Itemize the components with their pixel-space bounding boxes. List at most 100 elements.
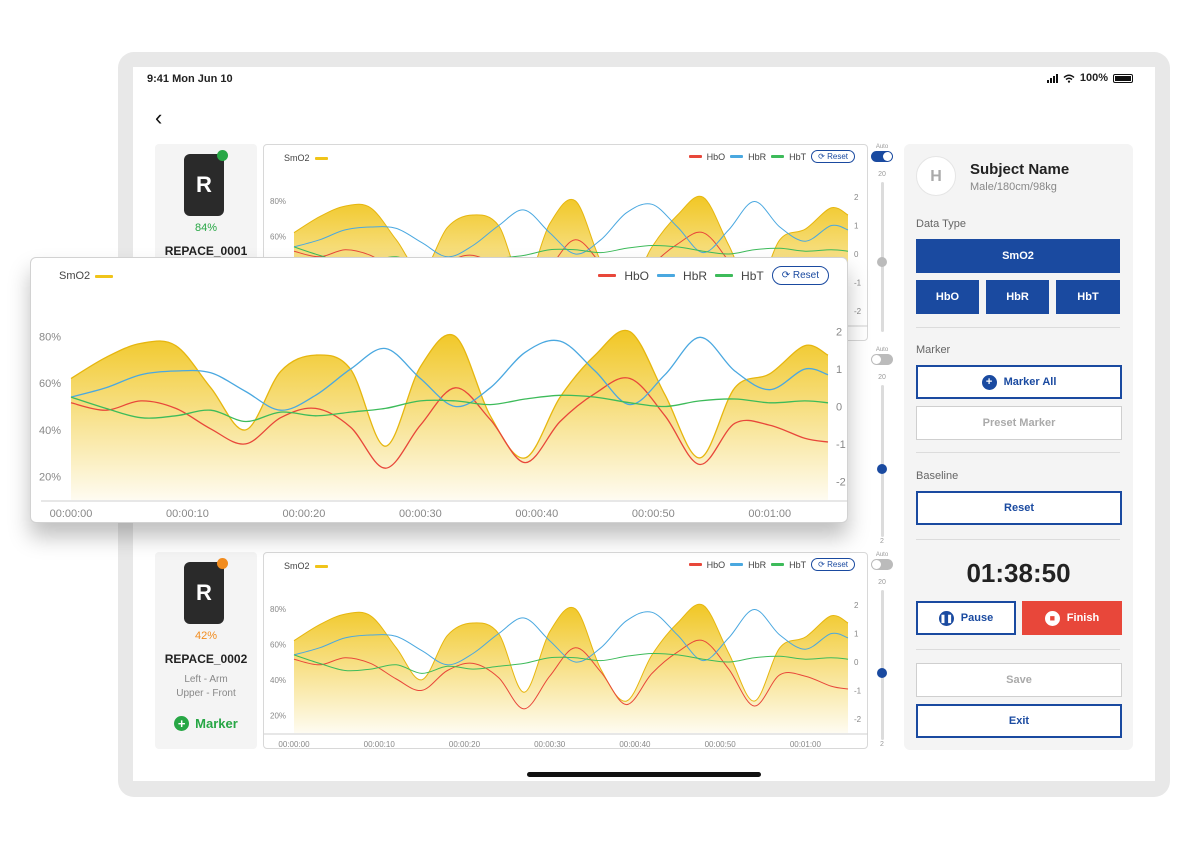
hbo-legend-swatch — [688, 155, 702, 158]
slider-track[interactable] — [881, 590, 884, 740]
y-tick-label-right: 0 — [836, 402, 842, 414]
hbt-data-button[interactable]: HbT — [1056, 280, 1120, 314]
slider-thumb[interactable] — [877, 257, 887, 267]
y-tick-label-right: 2 — [854, 193, 859, 202]
x-tick-label: 00:01:00 — [790, 740, 822, 749]
device-2-scale-slider[interactable]: Auto 20 2 — [871, 552, 893, 752]
exit-button[interactable]: Exit — [916, 704, 1122, 738]
smo2-legend-swatch — [314, 564, 328, 568]
slider-thumb[interactable] — [877, 668, 887, 678]
slider-max-label: 20 — [878, 579, 886, 586]
slider-max-label: 20 — [878, 171, 886, 178]
pause-button[interactable]: ❚❚ Pause — [916, 601, 1016, 635]
auto-scale-toggle[interactable] — [871, 559, 893, 570]
baseline-reset-button[interactable]: Reset — [916, 491, 1122, 525]
y-tick-label-right: -1 — [836, 439, 846, 451]
hbo-data-button[interactable]: HbO — [916, 280, 979, 314]
marker-section-label: Marker — [916, 344, 951, 356]
auto-scale-toggle[interactable] — [871, 151, 893, 162]
smo2-legend-swatch — [314, 156, 328, 160]
y-tick-label-right: 2 — [836, 327, 842, 339]
y-tick-label-right: -2 — [836, 476, 846, 488]
divider — [916, 327, 1120, 328]
device-battery-percent: 42% — [194, 630, 218, 642]
x-tick-label: 00:00:10 — [364, 740, 396, 749]
y-tick-label-left: 20% — [39, 472, 61, 484]
chart-legend: HbO HbR HbT ⟳ Reset — [598, 266, 829, 285]
expanded-chart-plot: 80% 60% 40% 20% 2 1 0 -1 -2 00:00:00 00:00:10 00:00… — [39, 327, 848, 520]
device-logo: R — [196, 580, 212, 605]
divider — [916, 649, 1120, 650]
device-location-line-2: Upper - Front — [176, 688, 236, 699]
divider — [916, 452, 1120, 453]
marker-all-label: Marker All — [1003, 376, 1057, 388]
device-scale-slider-middle[interactable]: Auto 20 2 — [871, 347, 893, 547]
x-tick-label: 00:00:20 — [283, 508, 326, 520]
device-location: Left - Arm Upper - Front — [155, 673, 257, 701]
slider-thumb[interactable] — [877, 464, 887, 474]
hbo-legend-label: HbO — [706, 151, 726, 162]
chart-reset-button[interactable]: ⟳ Reset — [811, 150, 855, 163]
y-tick-label-right: 0 — [854, 250, 859, 259]
y-tick-label-right: -1 — [854, 278, 862, 287]
x-tick-label: 00:00:00 — [50, 508, 93, 520]
device-marker-button[interactable]: + Marker — [155, 716, 257, 731]
marker-all-button[interactable]: + Marker All — [916, 365, 1122, 399]
slider-track[interactable] — [881, 385, 884, 537]
hbo-legend-label: HbO — [706, 559, 726, 570]
save-button[interactable]: Save — [916, 663, 1122, 697]
hbo-legend-swatch — [688, 563, 702, 566]
device-1-scale-slider[interactable]: Auto 20 — [871, 144, 893, 341]
chart-reset-button[interactable]: ⟳ Reset — [771, 266, 829, 285]
device-image: R — [184, 150, 228, 216]
x-tick-label: 00:00:40 — [515, 508, 558, 520]
smo2-line — [70, 329, 829, 459]
slider-max-label: 20 — [878, 374, 886, 381]
battery-icon — [1113, 73, 1133, 83]
hbt-legend-swatch — [771, 563, 785, 566]
y-tick-label-right: -2 — [854, 715, 862, 724]
smo2-data-button[interactable]: SmO2 — [916, 239, 1120, 273]
battery-percent: 100% — [1079, 72, 1108, 84]
device-name: REPACE_0001 — [164, 244, 248, 258]
stop-icon: ■ — [1044, 610, 1060, 626]
smo2-legend-swatch — [95, 274, 114, 278]
hbt-line — [293, 652, 849, 674]
smo2-legend: SmO2 — [284, 561, 328, 571]
auto-scale-toggle[interactable] — [871, 354, 893, 365]
hbr-line — [293, 608, 849, 666]
hbr-legend-swatch — [657, 274, 676, 277]
hbr-legend-label: HbR — [683, 268, 708, 283]
hbr-legend-swatch — [730, 155, 744, 158]
smo2-legend: SmO2 — [284, 153, 328, 163]
device-card-2[interactable]: R 42% REPACE_0002 Left - Arm Upper - Fro… — [155, 552, 257, 749]
device-logo: R — [196, 172, 212, 197]
smo2-line — [293, 603, 849, 702]
x-tick-label: 00:01:00 — [748, 508, 791, 520]
hbt-line — [70, 394, 829, 423]
chart-legend: HbO HbR HbT ⟳ Reset — [688, 558, 855, 571]
status-indicators: 100% — [1046, 72, 1133, 84]
finish-label: Finish — [1066, 612, 1100, 624]
hbt-legend-swatch — [715, 274, 734, 277]
preset-marker-button[interactable]: Preset Marker — [916, 406, 1122, 440]
hbt-legend-label: HbT — [789, 151, 807, 162]
subject-avatar: H — [916, 156, 956, 196]
auto-label: Auto — [875, 347, 889, 353]
x-tick-label: 00:00:00 — [278, 740, 310, 749]
back-button[interactable]: ‹ — [155, 105, 162, 131]
hbr-legend-label: HbR — [748, 559, 767, 570]
device-2-chart: SmO2 HbO HbR HbT ⟳ Reset 80% 60% 40% 20% 2 1 0… — [263, 552, 868, 749]
wifi-icon — [1063, 74, 1075, 83]
smo2-legend-label: SmO2 — [59, 270, 91, 282]
y-tick-label-left: 40% — [270, 676, 286, 685]
chart-reset-button[interactable]: ⟳ Reset — [811, 558, 855, 571]
finish-button[interactable]: ■ Finish — [1022, 601, 1122, 635]
device-name: REPACE_0002 — [164, 652, 248, 666]
cellular-signal-icon — [1046, 73, 1058, 83]
hbr-data-button[interactable]: HbR — [986, 280, 1049, 314]
slider-min-label: 2 — [880, 538, 884, 545]
x-tick-label: 00:00:50 — [705, 740, 737, 749]
y-tick-label-right: 1 — [854, 222, 859, 231]
connection-status-dot — [217, 558, 228, 569]
